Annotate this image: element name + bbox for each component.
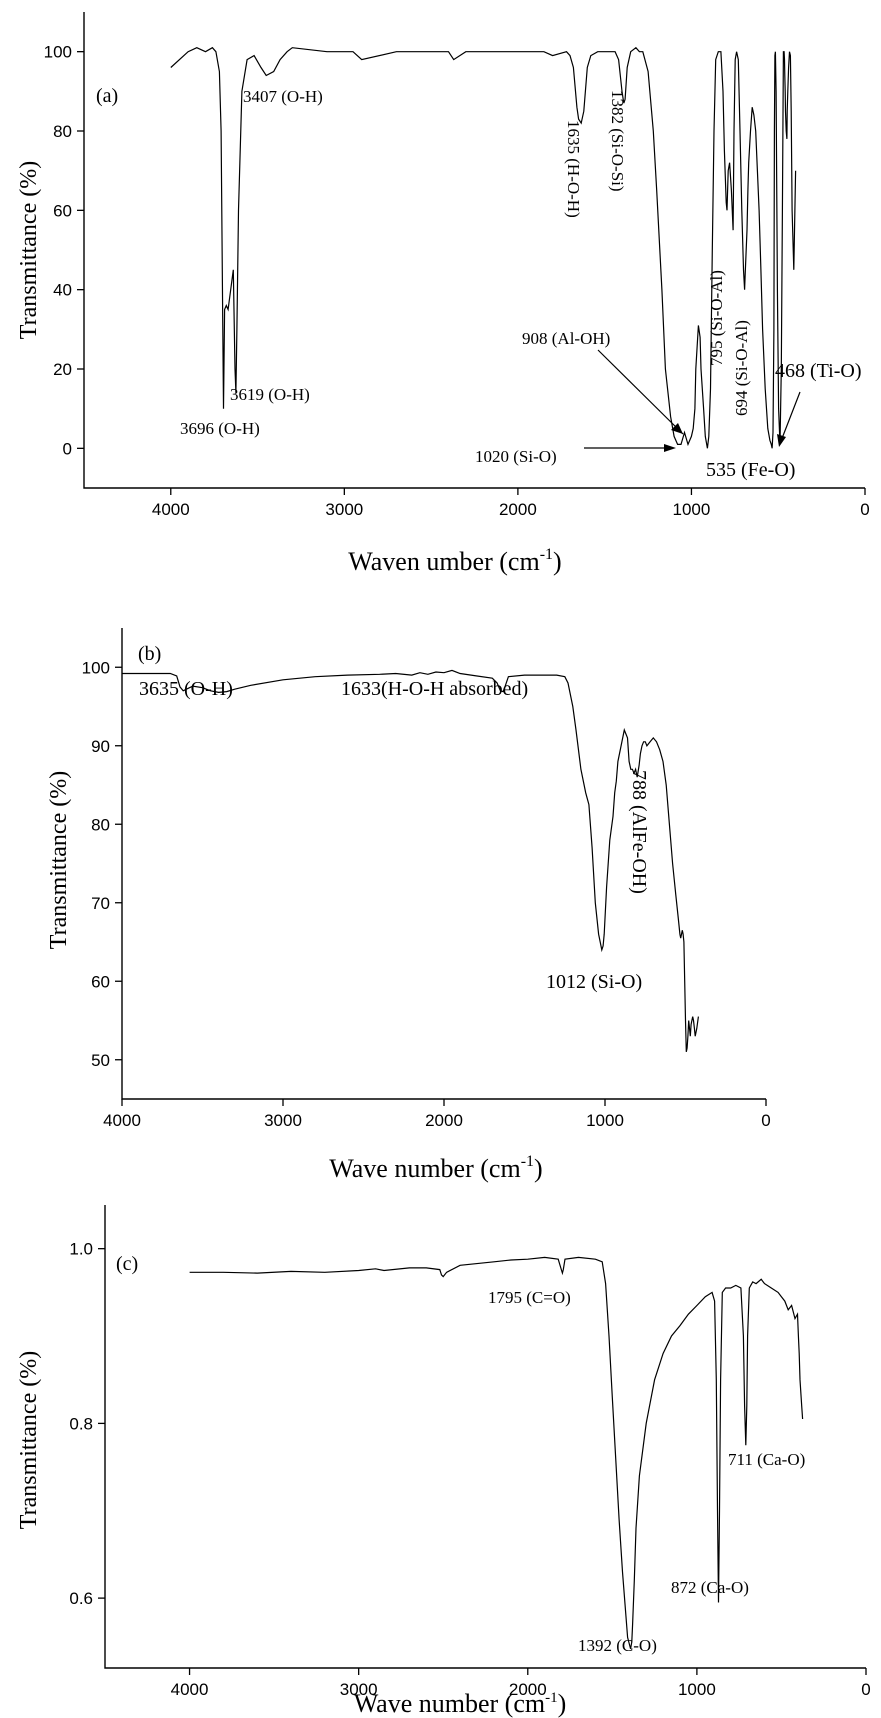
panel-a-x-tick-label: 1000: [673, 500, 711, 519]
panel-c-x-tick-label: 3000: [340, 1680, 378, 1699]
panel-a-annotation-1635: 1635 (H-O-H): [564, 120, 583, 218]
panel-b-y-axis-label: Transmittance (%): [46, 771, 72, 949]
panel-a-ticks: 4000 3000 2000 1000 0 0 20 40 60 80 100: [44, 43, 870, 519]
panel-a-y-tick-label: 0: [63, 439, 72, 458]
panel-c-x-tick-label: 2000: [509, 1680, 547, 1699]
panel-a-annotation-795: 795 (Si-O-Al): [707, 270, 726, 366]
panel-a-label: (a): [96, 85, 118, 107]
panel-a-arrowhead-908: [671, 423, 683, 434]
panel-c-x-axis-label-text: Wave number (cm: [354, 1689, 545, 1718]
panel-a-x-axis-label-sup: -1: [540, 546, 553, 563]
panel-a-x-tick-label: 2000: [499, 500, 537, 519]
panel-b-annotation-788: 788 (AlFe-OH): [628, 770, 650, 894]
panel-b-label: (b): [138, 643, 161, 665]
panel-c-x-tick-label: 4000: [171, 1680, 209, 1699]
panel-a-annotation-535: 535 (Fe-O): [706, 459, 795, 481]
panel-c-axes: [104, 1205, 866, 1669]
panel-b-y-tick-label: 90: [91, 737, 110, 756]
panel-b-annotation-1012: 1012 (Si-O): [546, 971, 642, 993]
panel-a-arrowhead-1020: [664, 444, 676, 452]
panel-a-spectrum-line: [170, 46, 797, 449]
panel-b-y-tick-label: 100: [82, 658, 110, 677]
panel-c-annotation-711: 711 (Ca-O): [728, 1450, 805, 1469]
panel-c-x-tick-label: 1000: [678, 1680, 716, 1699]
panel-a-x-axis-label: Waven umber (cm-1): [348, 546, 561, 576]
panel-b-x-tick-label: 2000: [425, 1111, 463, 1130]
panel-a-x-tick-label: 0: [860, 500, 869, 519]
panel-c-x-axis-label: Wave number (cm-1): [354, 1689, 567, 1718]
panel-b-ticks: 4000 3000 2000 1000 0 50 60 70 80 90 100: [82, 658, 771, 1130]
panel-a-annotation-468: 468 (Ti-O): [775, 360, 862, 382]
panel-a-x-tick-label: 4000: [152, 500, 190, 519]
panel-a-annotation-3619: 3619 (O-H): [230, 385, 310, 404]
panel-b-x-tick-label: 4000: [103, 1111, 141, 1130]
panel-b-x-tick-label: 1000: [586, 1111, 624, 1130]
panel-c-annotation-872: 872 (Ca-O): [671, 1578, 749, 1597]
panel-c-ticks: 4000 3000 2000 1000 0 0.6 0.8 1.0: [69, 1240, 870, 1699]
panel-a-y-tick-label: 20: [53, 360, 72, 379]
panel-b-x-axis-label-sup: -1: [521, 1153, 534, 1170]
panel-b-annotation-3635: 3635 (O-H): [139, 678, 233, 700]
panel-c-y-axis-label: Transmittance (%): [16, 1351, 42, 1529]
panel-b-x-axis-label-end: ): [534, 1154, 543, 1183]
panel-c-label: (c): [116, 1253, 138, 1275]
panel-b-x-axis-label-text: Wave number (cm: [329, 1154, 520, 1183]
panel-a-arrow-908: [597, 349, 684, 435]
panel-a-annotation-3696: 3696 (O-H): [180, 419, 260, 438]
panel-b-y-tick-label: 60: [91, 972, 110, 991]
panel-a-y-tick-label: 100: [44, 43, 72, 62]
panel-b-y-tick-label: 70: [91, 894, 110, 913]
panel-a-annotation-1020: 1020 (Si-O): [475, 447, 557, 466]
panel-b-annotation-1633: 1633(H-O-H absorbed): [341, 678, 528, 700]
panel-a-x-axis-label-end: ): [553, 547, 562, 576]
panel-a-y-tick-label: 80: [53, 122, 72, 141]
panel-b: 4000 3000 2000 1000 0 50 60 70 80 90 100 (b) Trans…: [46, 628, 771, 1183]
panel-a-annotation-1382: 1382 (Si-O-Si): [608, 90, 627, 192]
panel-c-spectrum-line: [189, 1256, 804, 1649]
panel-a-y-axis-label: Transmittance (%): [16, 161, 42, 339]
panel-a-annotation-694: 694 (Si-O-Al): [732, 320, 751, 416]
panel-c-x-axis-label-end: ): [558, 1689, 567, 1718]
panel-a-y-tick-label: 40: [53, 281, 72, 300]
panel-a-arrow-468: [780, 391, 801, 442]
panel-c-x-axis-label-sup: -1: [545, 1690, 558, 1706]
panel-c-y-tick-label: 1.0: [69, 1240, 93, 1259]
panel-c-annotation-1795: 1795 (C=O): [488, 1288, 571, 1307]
panel-c: 4000 3000 2000 1000 0 0.6 0.8 1.0 (c) Transmitt…: [16, 1205, 871, 1718]
panel-a-annotation-3407: 3407 (O-H): [243, 87, 323, 106]
panel-b-y-tick-label: 50: [91, 1051, 110, 1070]
panel-b-x-tick-label: 0: [761, 1111, 770, 1130]
panel-a-x-axis-label-text: Waven umber (cm: [348, 547, 539, 576]
panel-a-y-tick-label: 60: [53, 201, 72, 220]
panel-b-y-tick-label: 80: [91, 815, 110, 834]
panel-b-x-axis-label: Wave number (cm-1): [329, 1153, 542, 1183]
panel-a-arrowhead-468: [777, 434, 786, 447]
panel-b-x-tick-label: 3000: [264, 1111, 302, 1130]
panel-a: 4000 3000 2000 1000 0 0 20 40 60 80 100 (a) Transm…: [16, 12, 870, 576]
panel-a-axes: [83, 12, 865, 489]
panel-a-x-tick-label: 3000: [325, 500, 363, 519]
panel-b-spectrum-line: [122, 669, 699, 1053]
panel-a-annotation-908: 908 (Al-OH): [522, 329, 610, 348]
panel-c-y-tick-label: 0.8: [69, 1414, 93, 1433]
panel-c-annotation-1392: 1392 (C-O): [578, 1636, 657, 1655]
panel-c-y-tick-label: 0.6: [69, 1589, 93, 1608]
panel-c-x-tick-label: 0: [861, 1680, 870, 1699]
